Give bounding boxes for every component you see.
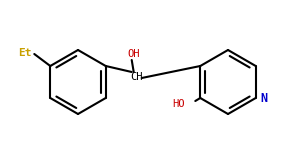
Text: HO: HO [172,99,185,109]
Text: OH: OH [127,49,140,59]
Text: Et: Et [18,48,32,58]
Text: CH: CH [130,72,143,82]
Text: N: N [261,92,268,105]
